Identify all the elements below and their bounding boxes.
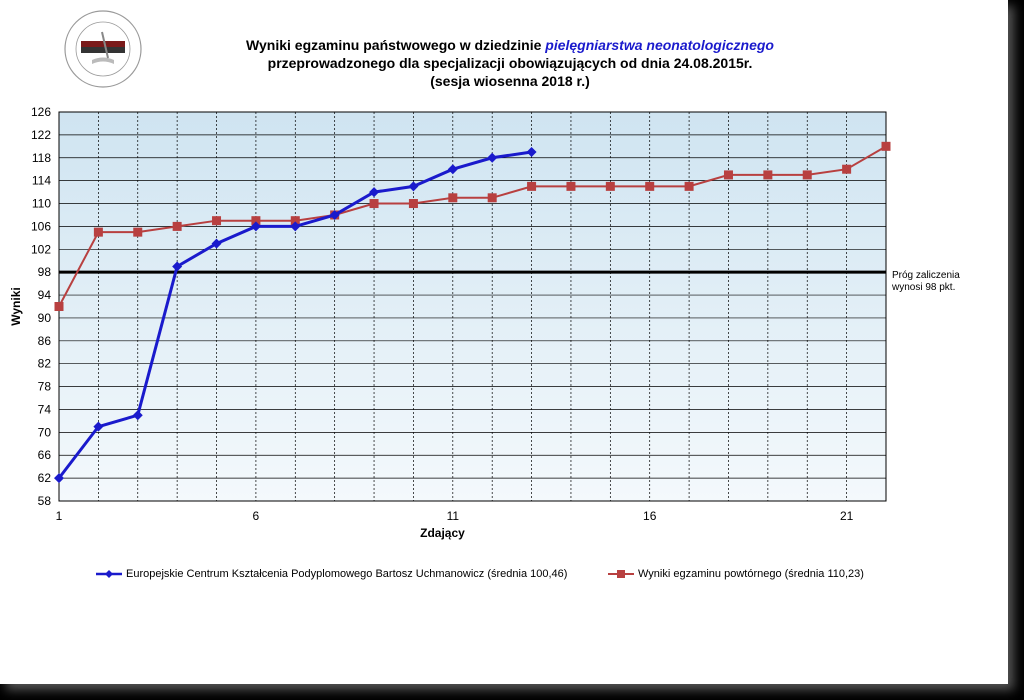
data-point-ecks: [132, 410, 143, 421]
title-line1-prefix: Wyniki egzaminu państwowego w dziedzinie: [246, 37, 546, 53]
y-tick-label: 74: [38, 402, 52, 416]
data-point-repeat-exam: [369, 199, 379, 209]
data-point-ecks: [408, 181, 419, 192]
y-tick-label: 70: [38, 425, 52, 439]
data-point-repeat-exam: [684, 181, 694, 191]
y-tick-label: 122: [31, 128, 51, 142]
y-tick-label: 94: [38, 288, 52, 302]
y-tick-label: 118: [32, 151, 51, 165]
data-point-repeat-exam: [172, 221, 182, 231]
data-point-ecks: [172, 261, 183, 272]
data-point-ecks: [329, 209, 340, 220]
data-point-repeat-exam: [566, 181, 576, 191]
threshold-note: Próg zaliczenia wynosi 98 pkt.: [892, 270, 960, 294]
data-point-repeat-exam: [527, 181, 537, 191]
data-point-ecks: [447, 164, 458, 175]
y-tick-label: 62: [38, 471, 52, 485]
data-point-ecks: [211, 238, 222, 249]
data-point-repeat-exam: [763, 170, 773, 180]
threshold-note-line1: Próg zaliczenia: [892, 270, 960, 281]
y-axis-label: Wyniki: [9, 287, 23, 325]
data-point-repeat-exam: [802, 170, 812, 180]
x-tick-label: 11: [447, 509, 460, 523]
y-tick-label: 114: [32, 174, 51, 188]
chart-legend: Europejskie Centrum Kształcenia Podyplom…: [96, 568, 896, 584]
legend-item-series2: Wyniki egzaminu powtórnego (średnia 110,…: [608, 568, 864, 580]
legend-marker-square: [608, 570, 634, 578]
y-tick-label: 86: [38, 334, 52, 348]
data-point-ecks: [487, 152, 498, 163]
data-point-ecks: [369, 187, 380, 198]
data-point-ecks: [250, 221, 261, 232]
data-point-repeat-exam: [290, 216, 300, 226]
data-point-repeat-exam: [54, 302, 64, 311]
data-point-repeat-exam: [251, 216, 261, 226]
y-tick-label: 126: [31, 105, 51, 119]
legend-label-series1: Europejskie Centrum Kształcenia Podyplom…: [126, 568, 568, 580]
y-tick-label: 78: [38, 380, 52, 394]
legend-marker-diamond: [96, 570, 122, 578]
data-point-repeat-exam: [93, 227, 103, 237]
data-point-repeat-exam: [842, 164, 852, 174]
data-point-repeat-exam: [881, 141, 891, 151]
x-tick-label: 6: [253, 509, 260, 523]
data-point-ecks: [526, 147, 537, 158]
y-tick-label: 102: [31, 242, 51, 256]
data-point-repeat-exam: [645, 181, 655, 191]
data-point-repeat-exam: [448, 193, 458, 203]
data-point-ecks: [93, 421, 104, 432]
y-tick-label: 58: [38, 494, 52, 508]
y-tick-label: 110: [32, 197, 51, 211]
data-point-repeat-exam: [133, 227, 143, 237]
y-tick-label: 98: [38, 265, 52, 279]
x-axis-label: Zdający: [420, 526, 465, 540]
x-tick-label: 1: [56, 509, 63, 523]
data-point-repeat-exam: [408, 199, 418, 209]
series-line-repeat-exam: [58, 145, 887, 307]
y-tick-label: 106: [31, 219, 51, 233]
x-tick-label: 16: [643, 509, 657, 523]
data-point-ecks: [54, 473, 64, 484]
plot-area: [58, 111, 887, 502]
chart-frame: Wyniki egzaminu państwowego w dziedzinie…: [0, 0, 1008, 684]
title-line1-highlight: pielęgniarstwa neonatologicznego: [545, 37, 774, 53]
data-point-repeat-exam: [723, 170, 733, 180]
y-tick-label: 90: [38, 311, 52, 325]
legend-label-series2: Wyniki egzaminu powtórnego (średnia 110,…: [638, 568, 864, 580]
data-point-repeat-exam: [212, 216, 222, 226]
line-chart: 58 62 66 70 74 78 82 86 90 94 98 102 106 110 114 118 122…: [9, 105, 891, 540]
chart-title: Wyniki egzaminu państwowego w dziedzinie…: [160, 36, 860, 90]
data-point-ecks: [290, 221, 301, 232]
data-point-repeat-exam: [605, 181, 615, 191]
institution-logo: [62, 8, 144, 90]
title-line2: przeprowadzonego dla specjalizacji obowi…: [267, 55, 753, 71]
title-line3: (sesja wiosenna 2018 r.): [430, 73, 590, 89]
y-tick-label: 82: [38, 357, 52, 371]
x-tick-label: 21: [840, 509, 854, 523]
data-point-repeat-exam: [487, 193, 497, 203]
legend-item-series1: Europejskie Centrum Kształcenia Podyplom…: [96, 568, 567, 580]
y-tick-label: 66: [38, 448, 52, 462]
threshold-note-line2: wynosi 98 pkt.: [892, 282, 956, 293]
